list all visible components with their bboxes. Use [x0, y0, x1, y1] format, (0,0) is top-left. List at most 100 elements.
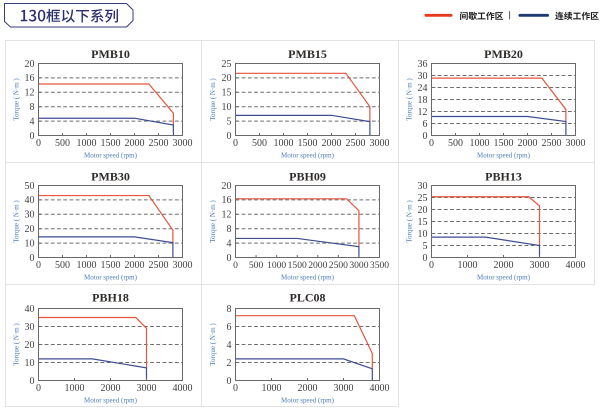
svg-text:Motor speed (rpm): Motor speed (rpm) — [281, 152, 335, 160]
svg-text:1000: 1000 — [65, 383, 85, 394]
svg-text:10: 10 — [222, 102, 232, 113]
svg-text:10: 10 — [418, 229, 428, 240]
svg-text:PMB30: PMB30 — [91, 169, 130, 183]
svg-text:1000: 1000 — [77, 138, 97, 149]
svg-text:Motor speed (rpm): Motor speed (rpm) — [477, 152, 531, 160]
svg-text:Motor speed (rpm): Motor speed (rpm) — [281, 397, 335, 405]
svg-text:Motor speed (rpm): Motor speed (rpm) — [477, 274, 531, 282]
svg-text:12: 12 — [25, 88, 35, 99]
svg-text:20: 20 — [418, 205, 428, 216]
svg-text:4: 4 — [227, 238, 232, 249]
svg-text:30: 30 — [25, 322, 35, 333]
svg-text:6: 6 — [423, 119, 428, 130]
svg-text:3000: 3000 — [173, 138, 193, 149]
svg-text:1500: 1500 — [288, 260, 307, 271]
svg-text:50: 50 — [25, 181, 35, 192]
svg-text:0: 0 — [36, 383, 41, 394]
svg-text:PMB10: PMB10 — [91, 47, 130, 61]
svg-text:2000: 2000 — [518, 138, 538, 149]
svg-text:1000: 1000 — [77, 260, 97, 271]
svg-text:20: 20 — [25, 340, 35, 351]
svg-text:2500: 2500 — [542, 138, 562, 149]
svg-text:8: 8 — [30, 102, 35, 113]
svg-text:0: 0 — [233, 260, 238, 271]
svg-text:8: 8 — [227, 304, 232, 315]
svg-text:3000: 3000 — [566, 138, 586, 149]
svg-text:Torque ( N·m ): Torque ( N·m ) — [209, 323, 217, 366]
svg-text:30: 30 — [418, 181, 428, 192]
svg-text:0: 0 — [227, 253, 232, 264]
svg-text:3000: 3000 — [137, 383, 157, 394]
svg-text:2500: 2500 — [346, 138, 366, 149]
svg-text:12: 12 — [418, 107, 428, 118]
svg-text:Torque ( N·m ): Torque ( N·m ) — [209, 200, 217, 243]
svg-text:PLC08: PLC08 — [290, 291, 326, 305]
svg-text:18: 18 — [418, 95, 428, 106]
svg-text:40: 40 — [25, 195, 35, 206]
svg-text:0: 0 — [30, 131, 35, 142]
svg-text:Motor speed (rpm): Motor speed (rpm) — [84, 397, 138, 405]
svg-text:Torque ( N·m ): Torque ( N·m ) — [13, 323, 21, 366]
svg-text:Motor speed (rpm): Motor speed (rpm) — [281, 274, 335, 282]
svg-text:6: 6 — [227, 322, 232, 333]
svg-text:PBH09: PBH09 — [289, 169, 326, 183]
svg-text:16: 16 — [222, 195, 232, 206]
svg-text:500: 500 — [55, 260, 70, 271]
svg-text:0: 0 — [36, 138, 41, 149]
svg-text:3000: 3000 — [370, 138, 390, 149]
svg-text:2000: 2000 — [101, 383, 121, 394]
svg-text:500: 500 — [252, 138, 267, 149]
svg-text:1000: 1000 — [267, 260, 286, 271]
svg-text:3000: 3000 — [349, 260, 368, 271]
svg-text:30: 30 — [25, 210, 35, 221]
svg-text:0: 0 — [227, 131, 232, 142]
svg-text:2000: 2000 — [308, 260, 327, 271]
svg-text:15: 15 — [418, 217, 428, 228]
svg-text:3500: 3500 — [370, 260, 389, 271]
svg-text:1000: 1000 — [458, 260, 478, 271]
svg-text:Torque ( N·m ): Torque ( N·m ) — [13, 200, 21, 243]
svg-text:20: 20 — [25, 224, 35, 235]
svg-text:1500: 1500 — [494, 138, 514, 149]
svg-text:1500: 1500 — [101, 138, 121, 149]
svg-text:2000: 2000 — [494, 260, 514, 271]
svg-text:2500: 2500 — [329, 260, 348, 271]
svg-text:10: 10 — [25, 358, 35, 369]
svg-text:0: 0 — [30, 253, 35, 264]
svg-text:2500: 2500 — [149, 138, 169, 149]
svg-text:2000: 2000 — [298, 383, 318, 394]
svg-text:4000: 4000 — [173, 383, 193, 394]
svg-text:12: 12 — [222, 210, 232, 221]
svg-text:Torque ( N·m ): Torque ( N·m ) — [13, 78, 21, 121]
svg-text:10: 10 — [25, 238, 35, 249]
svg-text:4: 4 — [30, 116, 35, 127]
svg-text:Torque ( N·m ): Torque ( N·m ) — [406, 78, 414, 121]
svg-text:4000: 4000 — [370, 383, 390, 394]
svg-text:20: 20 — [25, 59, 35, 70]
svg-text:Torque ( N·m ): Torque ( N·m ) — [406, 200, 414, 243]
svg-text:0: 0 — [233, 138, 238, 149]
svg-text:1000: 1000 — [274, 138, 294, 149]
svg-text:Torque ( N·m ): Torque ( N·m ) — [209, 78, 217, 121]
svg-text:0: 0 — [227, 376, 232, 387]
svg-text:PBH13: PBH13 — [485, 169, 522, 183]
svg-text:16: 16 — [25, 73, 35, 84]
svg-text:4000: 4000 — [566, 260, 586, 271]
svg-text:PBH18: PBH18 — [92, 291, 129, 305]
svg-text:PMB20: PMB20 — [484, 47, 523, 61]
svg-text:30: 30 — [418, 71, 428, 82]
svg-text:0: 0 — [423, 131, 428, 142]
svg-text:PMB15: PMB15 — [288, 47, 327, 61]
svg-text:Motor speed (rpm): Motor speed (rpm) — [84, 152, 138, 160]
svg-text:2500: 2500 — [149, 260, 169, 271]
svg-text:24: 24 — [418, 83, 428, 94]
svg-text:20: 20 — [222, 73, 232, 84]
svg-text:1000: 1000 — [470, 138, 490, 149]
svg-text:3000: 3000 — [530, 260, 550, 271]
svg-text:0: 0 — [423, 253, 428, 264]
svg-text:500: 500 — [55, 138, 70, 149]
svg-text:2000: 2000 — [322, 138, 342, 149]
svg-text:25: 25 — [418, 193, 428, 204]
svg-text:2000: 2000 — [125, 260, 145, 271]
svg-text:5: 5 — [423, 241, 428, 252]
